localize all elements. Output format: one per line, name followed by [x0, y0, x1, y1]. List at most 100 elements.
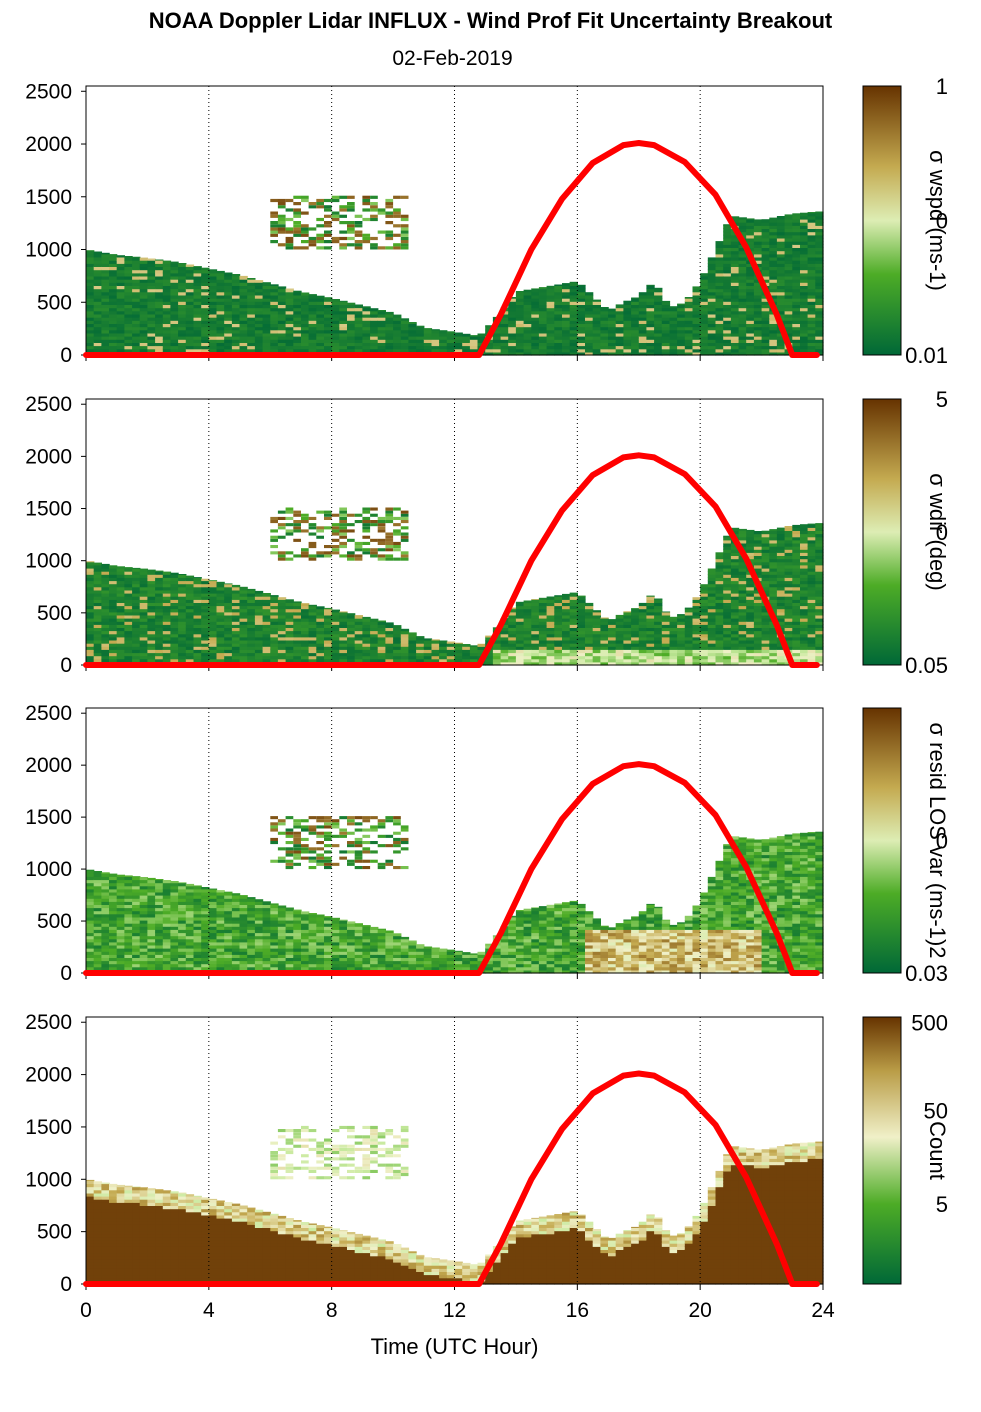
- heatmap-cell: [285, 633, 294, 638]
- heatmap-cell: [792, 304, 801, 309]
- heatmap-cell: [746, 275, 755, 280]
- heatmap-cell: [700, 339, 709, 343]
- heatmap-cell: [162, 279, 172, 283]
- heatmap-cell: [93, 589, 102, 594]
- heatmap-cell: [761, 228, 770, 233]
- heatmap-cell: [416, 336, 425, 340]
- heatmap-cell: [500, 646, 509, 650]
- heatmap-cell: [746, 529, 755, 531]
- heatmap-cell: [324, 198, 332, 203]
- heatmap-cell: [262, 294, 271, 299]
- heatmap-cell: [554, 345, 563, 350]
- heatmap-cell: [723, 535, 732, 538]
- heatmap-cell: [247, 307, 256, 312]
- heatmap-cell: [531, 313, 540, 318]
- heatmap-cell: [492, 332, 502, 337]
- y-tick-label: 2500: [25, 80, 72, 103]
- heatmap-cell: [523, 611, 532, 616]
- heatmap-cell: [101, 329, 110, 334]
- heatmap-cell: [730, 627, 740, 632]
- heatmap-cell: [155, 348, 164, 353]
- heatmap-cell: [738, 633, 747, 638]
- heatmap-cell: [139, 332, 148, 337]
- heatmap-cell: [170, 329, 179, 334]
- heatmap-cell: [178, 583, 187, 588]
- heatmap-cell: [247, 278, 256, 280]
- heatmap-cell: [155, 646, 164, 650]
- heatmap-cell: [807, 577, 816, 582]
- heatmap-cell: [270, 320, 279, 324]
- heatmap-cell: [239, 618, 248, 622]
- heatmap-cell: [577, 313, 586, 318]
- heatmap-cell: [784, 555, 793, 560]
- heatmap-cell: [815, 571, 824, 575]
- heatmap-cell: [469, 345, 479, 350]
- heatmap-cell: [531, 301, 540, 305]
- heatmap-cell: [201, 279, 210, 283]
- heatmap-cell: [162, 329, 172, 334]
- heatmap-cell: [185, 618, 195, 622]
- heatmap-cell: [515, 605, 525, 610]
- heatmap-cell: [208, 608, 218, 613]
- heatmap-cell: [193, 348, 202, 353]
- heatmap-cell: [554, 326, 563, 331]
- heatmap-cell: [116, 317, 125, 321]
- heatmap-cell: [769, 225, 778, 229]
- heatmap-cell: [654, 599, 663, 603]
- heatmap-cell: [615, 661, 624, 666]
- heatmap-cell: [761, 317, 770, 321]
- heatmap-cell: [178, 332, 187, 337]
- heatmap-cell: [254, 288, 264, 293]
- heatmap-cell: [538, 624, 548, 628]
- heatmap-cell: [738, 351, 747, 356]
- heatmap-cell: [715, 605, 724, 610]
- heatmap-cell: [469, 645, 479, 647]
- heatmap-cell: [669, 306, 678, 309]
- heatmap-cell: [784, 621, 793, 625]
- heatmap-cell: [531, 288, 540, 293]
- heatmap-cell: [769, 247, 778, 252]
- heatmap-cell: [592, 640, 601, 644]
- heatmap-cell: [208, 643, 218, 647]
- heatmap-cell: [101, 571, 110, 575]
- heatmap-cell: [761, 339, 770, 343]
- heatmap-cell: [247, 649, 256, 654]
- heatmap-cell: [707, 298, 717, 302]
- heatmap-cell: [109, 288, 118, 293]
- heatmap-cell: [285, 336, 294, 340]
- heatmap-cell: [807, 652, 816, 657]
- heatmap-cell: [362, 535, 371, 539]
- heatmap-cell: [362, 195, 371, 199]
- heatmap-cell: [208, 345, 218, 350]
- heatmap-cell: [408, 655, 417, 660]
- heatmap-cell: [784, 326, 793, 331]
- heatmap-cell: [354, 557, 363, 561]
- heatmap-cell: [508, 621, 517, 625]
- heatmap-cell: [377, 345, 386, 350]
- heatmap-cell: [231, 624, 241, 628]
- heatmap-cell: [554, 329, 563, 334]
- heatmap-cell: [124, 658, 133, 663]
- heatmap-cell: [116, 577, 125, 582]
- heatmap-cell: [531, 605, 540, 610]
- heatmap-cell: [185, 264, 195, 267]
- heatmap-cell: [730, 263, 740, 267]
- heatmap-cell: [224, 605, 233, 610]
- heatmap-cell: [362, 345, 371, 350]
- heatmap-cell: [807, 301, 816, 305]
- heatmap-cell: [231, 640, 241, 644]
- heatmap-cell: [178, 574, 187, 578]
- heatmap-cell: [792, 310, 801, 315]
- heatmap-cell: [155, 571, 164, 575]
- heatmap-cell: [776, 332, 786, 337]
- heatmap-cell: [515, 627, 525, 632]
- heatmap-cell: [800, 212, 809, 217]
- heatmap-cell: [454, 342, 463, 347]
- heatmap-cell: [393, 323, 402, 328]
- heatmap-cell: [623, 630, 632, 635]
- heatmap-cell: [730, 329, 740, 334]
- heatmap-cell: [147, 571, 156, 575]
- heatmap-cell: [776, 561, 786, 566]
- heatmap-cell: [370, 652, 379, 657]
- heatmap-cell: [285, 507, 294, 511]
